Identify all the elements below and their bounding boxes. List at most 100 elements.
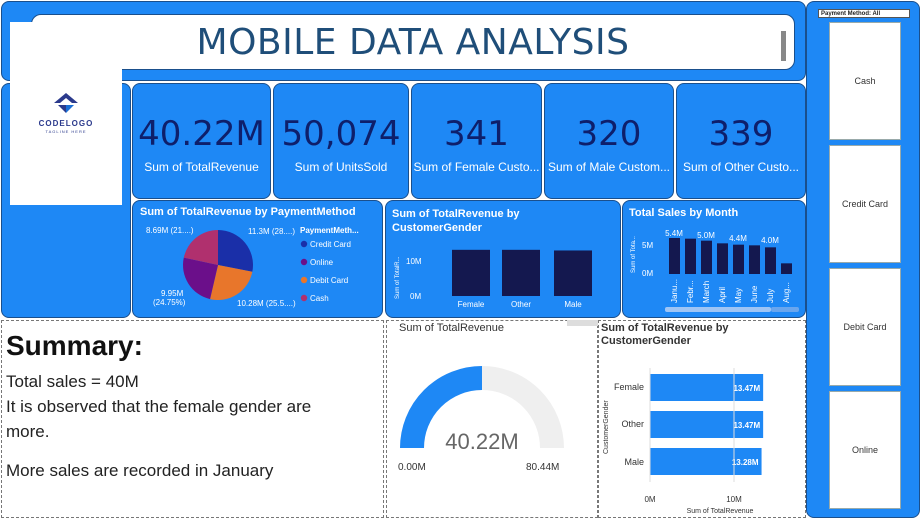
month-bar	[733, 244, 744, 274]
kpi-value: 320	[576, 114, 642, 154]
summary-line-total: Total sales = 40M	[6, 372, 139, 391]
kpi-label: Sum of Male Custom...	[547, 160, 671, 174]
chart-title: Total Sales by Month	[629, 207, 739, 219]
y-tick: Female	[614, 382, 644, 392]
kpi-label: Sum of Other Custo...	[682, 160, 800, 174]
legend-label-online: Online	[310, 258, 334, 267]
pie-label-debit: 10.28M (25.5....)	[237, 299, 296, 308]
horizontal-scrollbar	[665, 307, 771, 312]
pie-chart[interactable]: 8.69M (21....) 11.3M (28....) 9.95M (24.…	[133, 201, 384, 319]
kpi-value: 50,074	[281, 114, 401, 154]
title-scrollbar[interactable]	[781, 31, 786, 61]
hbar-frame	[598, 320, 806, 518]
pie-slice-credit-card	[218, 230, 253, 272]
logo-card: CODELOGO TAGLINE HERE	[10, 22, 122, 205]
kpi-label: Sum of UnitsSold	[294, 160, 388, 174]
legend-dot-debit-card	[300, 276, 308, 284]
chart-title: Sum of TotalRevenue by CustomerGender	[392, 208, 520, 234]
hbar-bar	[650, 374, 764, 401]
gauge-title: Sum of TotalRevenue	[399, 322, 504, 334]
kpi-label: Sum of TotalRevenue	[144, 160, 259, 174]
kpi-card-male-customers: 320 Sum of Male Custom...	[544, 83, 674, 199]
month-bar	[717, 243, 728, 274]
month-bar	[701, 240, 712, 274]
data-label: 4.4M	[729, 234, 747, 243]
summary-line-month: More sales are recorded in January	[6, 461, 274, 480]
gender-hbar-chart[interactable]: CustomerGender Female Other Male 13.47M 1…	[598, 320, 806, 518]
x-tick: Febr...	[686, 280, 695, 303]
pie-label-online-pct: (24.75%)	[153, 298, 186, 307]
x-tick: Janu...	[670, 279, 679, 303]
pie-slice-debit-card	[210, 265, 253, 300]
legend-label-credit-card: Credit Card	[310, 240, 351, 249]
slicer-option-credit-card[interactable]: Credit Card	[829, 145, 901, 263]
hbar-title: Sum of TotalRevenue by CustomerGender	[601, 322, 729, 347]
data-label: 5.4M	[665, 229, 683, 238]
pie-label-online: 9.95M	[161, 289, 184, 298]
kpi-value: 40.22M	[138, 114, 265, 154]
pie-label-credit: 11.3M (28....)	[248, 227, 295, 236]
pie-chart-panel[interactable]: Sum of TotalRevenue by PaymentMethod 8.6…	[132, 200, 383, 318]
pie-label-cash: 8.69M (21....)	[146, 226, 194, 235]
kpi-value: 341	[444, 114, 509, 154]
scroll-stub	[567, 320, 598, 326]
y-axis-label: Sum of Tota...	[631, 236, 637, 273]
gender-column-chart[interactable]: Sum of TotalR... 10M 0M Female Other Mal…	[386, 201, 622, 319]
summary-heading: Summary:	[6, 330, 143, 361]
chart-title: Sum of TotalRevenue by PaymentMethod	[140, 206, 356, 218]
gender-column-chart-panel[interactable]: Sum of TotalRevenue by CustomerGender Su…	[385, 200, 621, 318]
kpi-card-other-customers: 339 Sum of Other Custo...	[676, 83, 806, 199]
x-tick: Female	[458, 300, 485, 309]
data-label: 5.0M	[697, 231, 715, 240]
y-tick: Male	[624, 457, 644, 467]
kpi-card-female-customers: 341 Sum of Female Custo...	[411, 83, 542, 199]
x-tick: 10M	[726, 495, 742, 504]
legend-dot-cash	[300, 294, 308, 302]
hbar-value-label: 13.28M	[732, 458, 759, 467]
x-tick: April	[718, 287, 727, 303]
x-axis-label: Sum of TotalRevenue	[687, 508, 754, 515]
legend-label-cash: Cash	[310, 294, 329, 303]
month-bar	[669, 238, 680, 274]
horizontal-scrollbar-track	[771, 307, 799, 312]
x-tick: June	[750, 285, 759, 303]
month-bar	[765, 247, 776, 274]
legend-title: PaymentMeth...	[300, 226, 359, 235]
slicer-option-online[interactable]: Online	[829, 391, 901, 509]
y-axis-label: Sum of TotalR...	[395, 256, 401, 299]
column-bar	[554, 250, 592, 296]
y-tick: 0M	[642, 269, 653, 278]
month-bar-chart[interactable]: Sum of Tota... 5M 0M 5.4M 5.0M 4.4M 4.0M…	[623, 201, 807, 319]
legend-label-debit-card: Debit Card	[310, 276, 348, 285]
y-axis-label: CustomerGender	[603, 400, 610, 454]
gauge-chart[interactable]: 40.22M 0.00M 80.44M	[386, 320, 598, 518]
x-tick: 0M	[644, 495, 655, 504]
x-tick: Other	[511, 300, 531, 309]
x-tick: May	[734, 288, 743, 303]
y-tick: 5M	[642, 241, 653, 250]
column-bar	[502, 249, 540, 296]
slicer-option-cash[interactable]: Cash	[829, 22, 901, 140]
gauge-value: 40.22M	[445, 429, 518, 454]
x-tick: March	[702, 281, 711, 303]
page-title: MOBILE DATA ANALYSIS	[196, 21, 630, 63]
gauge-fill	[400, 366, 483, 449]
gauge-max: 80.44M	[526, 462, 559, 473]
hbar-bar	[650, 411, 764, 438]
y-tick: 10M	[406, 257, 422, 266]
legend-dot-credit-card	[300, 240, 308, 248]
gauge-min: 0.00M	[398, 462, 426, 473]
month-bar	[749, 245, 760, 274]
kpi-label: Sum of Female Custo...	[413, 160, 540, 174]
summary-line-gender-cont: more.	[6, 422, 50, 441]
column-bar	[452, 249, 490, 296]
month-chart-panel[interactable]: Total Sales by Month Sum of Tota... 5M 0…	[622, 200, 806, 318]
legend-dot-online	[300, 258, 308, 266]
x-tick: Aug...	[782, 282, 791, 303]
slicer-option-debit-card[interactable]: Debit Card	[829, 268, 901, 386]
x-tick: July	[766, 289, 775, 303]
slicer-title: Payment Method: All	[818, 9, 910, 18]
logo-tagline: TAGLINE HERE	[45, 129, 87, 134]
kpi-value: 339	[708, 114, 774, 154]
hbar-bar	[650, 448, 762, 475]
